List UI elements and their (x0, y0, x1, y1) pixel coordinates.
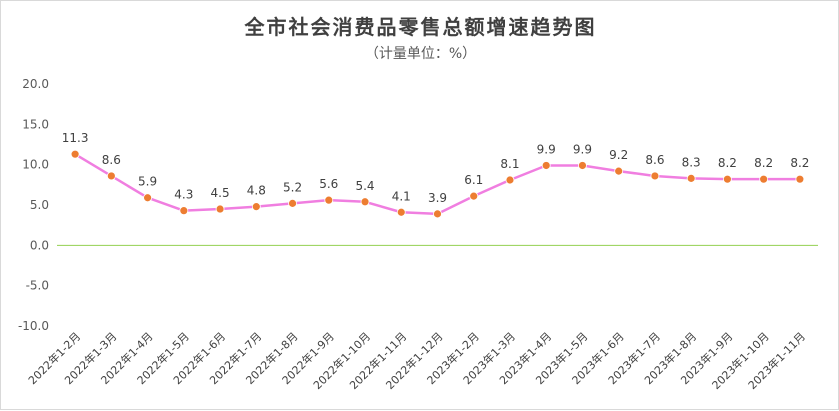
data-point (396, 207, 406, 217)
data-point (541, 161, 551, 170)
data-point (723, 174, 732, 184)
data-label: 8.6 (645, 153, 664, 167)
data-point (686, 173, 696, 183)
y-tick-label: 20.0 (22, 77, 49, 91)
data-point (251, 202, 261, 212)
data-point (106, 171, 116, 181)
data-label: 8.6 (102, 153, 121, 167)
y-tick-label: 15.0 (22, 117, 49, 131)
data-point (469, 191, 479, 201)
data-point (288, 198, 297, 208)
data-label: 4.1 (392, 189, 411, 203)
data-label: 5.2 (283, 180, 302, 194)
data-label: 3.9 (428, 191, 447, 205)
data-point (433, 209, 442, 219)
data-point (360, 197, 370, 207)
data-point (614, 166, 624, 176)
chart-subtitle: （计量单位：%） (364, 46, 477, 62)
data-label: 8.2 (790, 156, 809, 170)
y-tick-label: 5.0 (30, 198, 49, 212)
chart-title: 全市社会消费品零售总额增速趋势图 (244, 15, 597, 39)
data-label: 11.3 (62, 131, 89, 145)
data-label: 9.9 (537, 142, 556, 156)
data-label: 9.2 (609, 148, 628, 162)
data-point (795, 174, 805, 184)
data-label: 6.1 (464, 173, 483, 187)
y-tick-label: -5.0 (26, 279, 49, 293)
data-point (70, 149, 80, 159)
data-point (650, 171, 660, 181)
data-label: 5.6 (319, 177, 338, 191)
data-point (215, 204, 225, 214)
data-label: 8.2 (754, 156, 773, 170)
data-point (324, 195, 334, 205)
data-label: 5.9 (138, 175, 157, 189)
data-point (143, 193, 152, 203)
data-point (759, 174, 769, 184)
data-label: 8.3 (682, 155, 701, 169)
data-label: 4.8 (247, 184, 266, 198)
data-label: 4.5 (211, 186, 230, 200)
y-tick-label: -10.0 (18, 319, 49, 333)
y-tick-label: 10.0 (22, 158, 49, 172)
data-label: 4.3 (174, 188, 193, 202)
data-point (578, 161, 587, 170)
data-label: 9.9 (573, 142, 592, 156)
y-tick-label: 0.0 (30, 238, 49, 252)
data-label: 8.1 (500, 157, 519, 171)
data-point (505, 175, 515, 185)
data-label: 5.4 (355, 179, 374, 193)
data-point (179, 206, 189, 216)
data-label: 8.2 (718, 156, 737, 170)
